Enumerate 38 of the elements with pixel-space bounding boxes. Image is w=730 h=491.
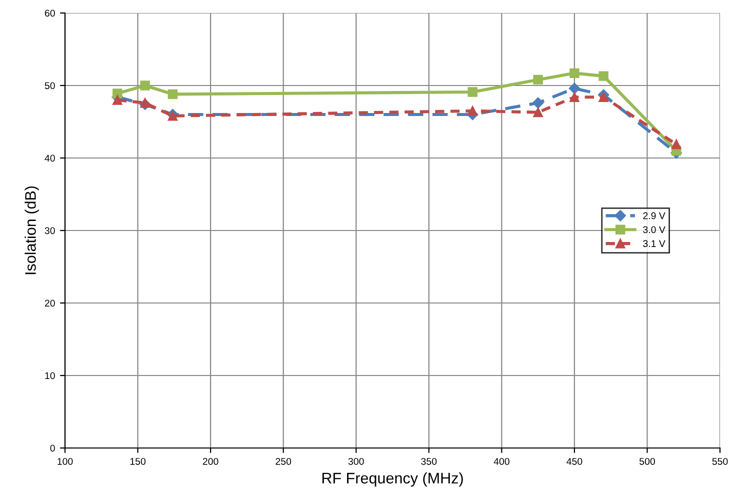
- y-tick-label: 30: [44, 227, 55, 234]
- point: [140, 80, 150, 90]
- x-tick-label: 450: [566, 458, 582, 465]
- y-tick-label: 50: [44, 82, 55, 90]
- legend-label: 3.1 V: [643, 240, 666, 248]
- point: [671, 139, 682, 150]
- point: [168, 111, 178, 121]
- y-tick-label: 60: [44, 10, 55, 17]
- y-tick-label: 10: [45, 372, 55, 380]
- x-tick-label: 200: [202, 458, 218, 465]
- y-axis-title: Isolation (dB): [24, 186, 39, 274]
- legend-label: 2.9 V: [643, 212, 666, 220]
- x-tick-label: 400: [494, 458, 510, 465]
- point: [168, 89, 178, 100]
- point: [533, 74, 543, 85]
- point: [468, 87, 478, 97]
- x-tick-label: 300: [348, 458, 364, 465]
- y-tick-label: 0: [50, 444, 55, 452]
- point: [570, 68, 580, 78]
- x-tick-label: 250: [276, 458, 292, 465]
- x-tick-label: 150: [130, 458, 146, 465]
- point: [568, 82, 580, 94]
- x-tick-label: 500: [640, 458, 655, 465]
- point: [598, 92, 608, 102]
- point: [468, 106, 478, 116]
- point: [532, 97, 544, 109]
- point: [570, 92, 580, 102]
- point: [598, 71, 608, 81]
- x-tick-label: 550: [712, 458, 728, 465]
- x-tick-label: 350: [421, 458, 437, 465]
- point: [533, 107, 543, 118]
- y-tick-label: 40: [44, 154, 55, 162]
- x-tick-label: 100: [58, 458, 73, 465]
- x-axis-title: RF Frequency (MHz): [322, 472, 463, 487]
- point: [112, 95, 122, 105]
- legend-label: 3.0 V: [643, 226, 666, 234]
- point: [112, 88, 122, 98]
- y-tick-label: 20: [44, 300, 55, 307]
